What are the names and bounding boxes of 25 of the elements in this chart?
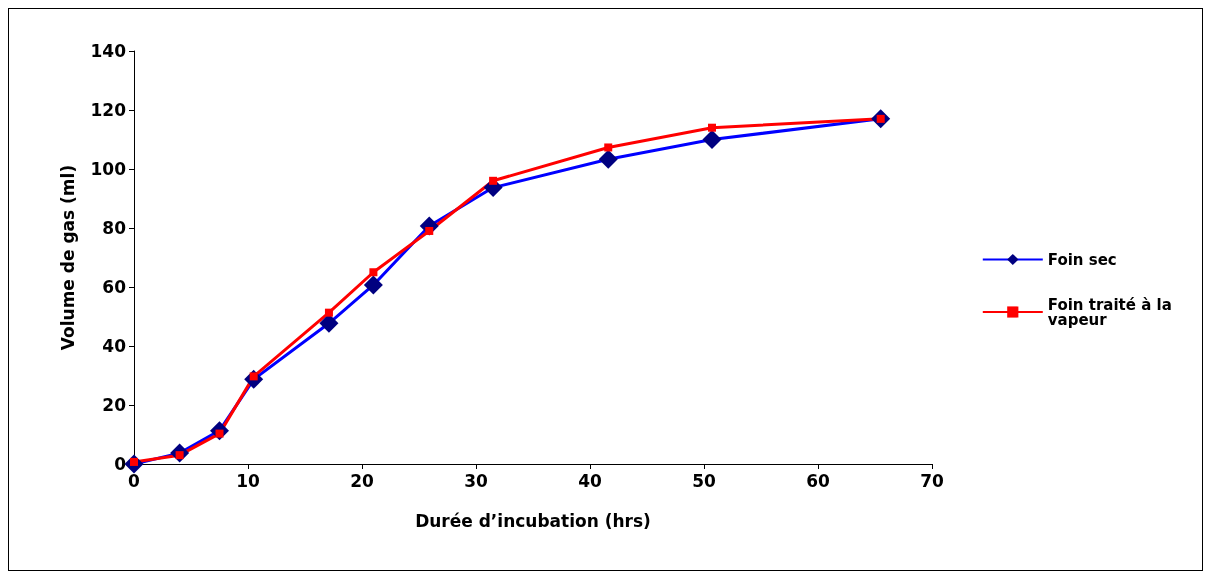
x-tick-label: 40 — [578, 470, 602, 491]
y-tick-label: 20 — [102, 395, 127, 415]
y-tick-label: 0 — [114, 454, 127, 474]
legend-label: Foin sec — [1047, 250, 1117, 269]
x-tick-label: 70 — [920, 470, 944, 491]
point — [369, 268, 378, 277]
x-tick-label: 60 — [806, 470, 830, 491]
point — [324, 308, 333, 317]
x-axis-title: Durée d’incubation (hrs) — [415, 510, 651, 531]
y-tick-label: 140 — [90, 41, 127, 61]
y-tick-label: 60 — [102, 277, 127, 297]
legend-label: Foin traité à la vapeur — [1047, 295, 1177, 329]
y-axis-title: Volume de gas (ml) — [57, 164, 78, 351]
x-tick-label: 10 — [236, 470, 260, 491]
point — [489, 176, 498, 185]
y-tick-label: 120 — [90, 100, 127, 120]
y-tick-label: 100 — [90, 159, 127, 179]
x-tick-label: 50 — [692, 470, 716, 491]
point — [604, 143, 613, 152]
x-tick-label: 30 — [464, 470, 488, 491]
y-tick-label: 40 — [102, 336, 127, 356]
x-tick-label: 20 — [350, 470, 374, 491]
y-tick-label: 80 — [102, 218, 127, 238]
x-tick-label: 0 — [128, 470, 141, 491]
point — [707, 123, 716, 132]
